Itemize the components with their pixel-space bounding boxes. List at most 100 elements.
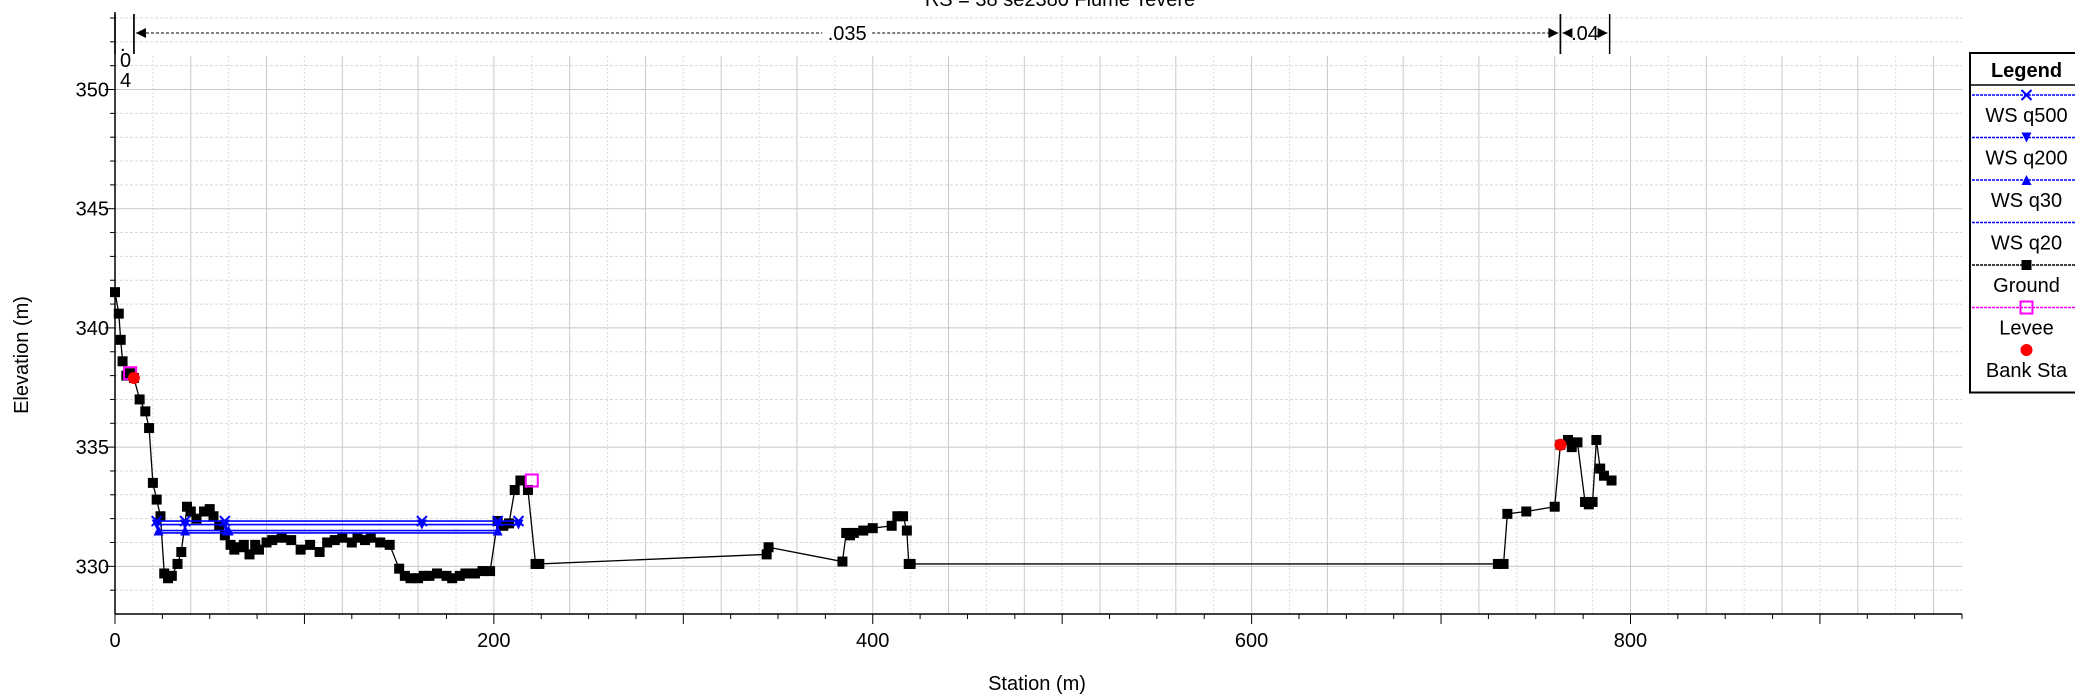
data-point-ground — [504, 518, 515, 529]
data-point-ground — [253, 544, 264, 555]
legend-label-levee: Levee — [1999, 318, 2054, 340]
series-ws-q30 — [153, 525, 503, 536]
series-layer — [110, 287, 1617, 584]
data-point-ground — [134, 394, 145, 405]
legend-title: Legend — [1991, 60, 2062, 82]
data-point-ws-q500 — [179, 515, 191, 527]
data-point-ground — [761, 549, 772, 560]
data-point-ground — [477, 566, 488, 577]
data-point-ws-q30 — [180, 525, 191, 536]
data-point-ground — [1591, 434, 1602, 445]
legend-entry-bank-sta: Bank Sta — [1986, 344, 2068, 382]
n-value-label: .04 — [1571, 23, 1599, 45]
data-point-ground — [346, 537, 357, 548]
data-point-ws-q500 — [150, 515, 163, 527]
grid — [114, 17, 1962, 614]
data-point-ground — [405, 573, 416, 584]
x-tick-label: 200 — [477, 630, 510, 652]
data-point-ws-q200 — [416, 519, 427, 530]
data-point-ground — [413, 573, 424, 584]
data-point-ground — [898, 511, 909, 522]
series-ws-q500 — [150, 515, 525, 527]
chart-title: RS = 38 se2380 Fiume Tevere — [925, 0, 1195, 11]
legend-entry-levee: Levee — [1972, 300, 2075, 340]
data-point-ground — [848, 527, 859, 538]
y-axis-title: Elevation (m) — [11, 296, 33, 414]
legend-marker-ws-q500 — [2020, 89, 2033, 101]
data-point-ground — [424, 570, 435, 581]
n-value-label: . — [120, 34, 126, 56]
plot-frame — [114, 12, 1962, 615]
data-point-ground — [384, 539, 395, 550]
data-point-ws-q200 — [151, 519, 162, 530]
n-value-label: 4 — [120, 70, 131, 92]
data-point-ws-q30 — [223, 525, 234, 536]
n-arrow-left — [135, 28, 146, 38]
n-arrow-right — [1548, 28, 1559, 38]
legend-entry-ws-q30: WS q30 — [1972, 175, 2075, 212]
legend-label-ground: Ground — [1993, 275, 2060, 297]
legend-label-bank-sta: Bank Sta — [1986, 360, 2068, 382]
data-point-ground — [485, 566, 496, 577]
data-point-ground — [1521, 506, 1532, 517]
data-point-ground — [244, 549, 255, 560]
data-point-ws-q200 — [513, 519, 524, 530]
data-point-ground — [1566, 442, 1577, 453]
data-point-ws-q200 — [492, 519, 503, 530]
legend-marker-bank-sta — [2020, 344, 2033, 356]
data-point-ground — [214, 520, 225, 531]
data-point-ground — [886, 520, 897, 531]
data-point-ground — [229, 544, 240, 555]
data-point-ground — [534, 558, 545, 569]
data-point-ground — [460, 568, 471, 579]
data-point-ground — [305, 539, 316, 550]
data-point-ground — [1598, 470, 1609, 481]
data-point-ground — [208, 511, 219, 522]
data-point-ground — [322, 537, 333, 548]
legend-entry-ws-q20: WS q20 — [1972, 221, 2075, 255]
data-point-ground — [276, 532, 287, 543]
data-point-ws-q500 — [491, 515, 504, 527]
data-point-ground — [286, 535, 297, 546]
data-point-ground — [892, 511, 903, 522]
data-point-bank-sta — [127, 371, 140, 384]
legend-label-ws-q200: WS q200 — [1985, 148, 2067, 170]
data-point-ws-q500 — [512, 515, 525, 527]
data-point-ground — [399, 570, 410, 581]
data-point-ground — [1562, 434, 1573, 445]
legend-entry-ws-q200: WS q200 — [1972, 132, 2075, 170]
data-point-ground — [867, 523, 878, 534]
data-point-ground — [267, 535, 278, 546]
data-point-ground — [469, 568, 480, 579]
data-point-ground — [905, 558, 916, 569]
data-point-ws-q200 — [180, 519, 191, 530]
legend-label-ws-q500: WS q500 — [1985, 105, 2067, 127]
data-point-ground — [172, 558, 183, 569]
manning-n-annotations: 0. 4 .035 .04 — [114, 14, 1611, 92]
legend-entry-ws-q500: WS q500 — [1972, 89, 2075, 127]
x-tick-label: 800 — [1614, 630, 1647, 652]
data-point-ground — [176, 547, 187, 558]
data-point-ground — [352, 532, 363, 543]
data-point-ground — [441, 570, 452, 581]
series-ground — [110, 287, 1617, 584]
data-point-ground — [515, 475, 526, 486]
data-point-ws-q200 — [219, 519, 230, 530]
data-point-ground — [140, 406, 151, 417]
data-point-ground — [394, 563, 405, 574]
data-point-ground — [837, 556, 848, 567]
y-tick-label: 330 — [76, 556, 109, 578]
data-point-ground — [509, 485, 520, 496]
legend-marker-ws-q30 — [2021, 175, 2032, 185]
n-arrow-right — [1597, 28, 1608, 38]
legend-entry-ground: Ground — [1972, 260, 2075, 297]
data-point-ws-q30 — [492, 525, 503, 536]
legend-label-ws-q20: WS q20 — [1991, 233, 2062, 255]
legend: Legend WS q500 WS q200 WS q30 WS q20 Ground Le… — [1969, 52, 2075, 394]
y-tick-label: 350 — [76, 80, 109, 102]
data-point-ground — [522, 485, 533, 496]
n-value-label: 0 — [120, 50, 131, 72]
x-tick-label: 0 — [109, 630, 120, 652]
data-point-ground — [144, 423, 155, 434]
